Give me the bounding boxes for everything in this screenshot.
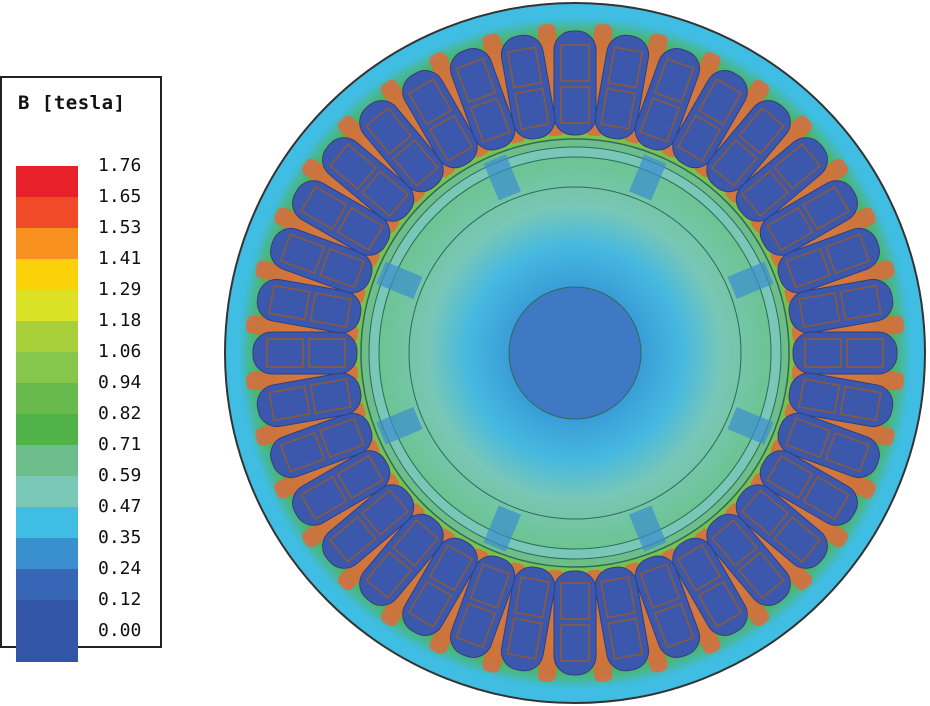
shaft (508, 286, 642, 420)
rotor-pole-gap (727, 261, 774, 300)
stator-slot (594, 566, 650, 672)
legend-swatch (16, 414, 78, 445)
rotor-pole-gap (483, 505, 522, 552)
legend-swatch (16, 538, 78, 569)
rotor-inner-ring (408, 186, 742, 520)
legend-swatch (16, 228, 78, 259)
stator-slot (322, 137, 415, 222)
rotor-pole-gap (483, 154, 522, 201)
legend-swatch (16, 352, 78, 383)
legend-label: 0.12 (98, 589, 142, 610)
legend-label: 0.94 (98, 372, 142, 393)
legend-swatch (16, 197, 78, 228)
legend-label: 0.24 (98, 558, 142, 579)
stator-slot (292, 450, 391, 526)
legend-swatch (16, 631, 78, 662)
stator-slot (359, 100, 444, 193)
legend-labels: 1.76 1.65 1.53 1.41 1.29 1.18 1.06 0.94 0.82 0.71… (98, 155, 162, 654)
motor-flux-density-plot (224, 2, 926, 704)
legend-label: 1.29 (98, 279, 142, 300)
legend-swatch (16, 445, 78, 476)
legend-label: 1.65 (98, 186, 142, 207)
stator-slot (449, 48, 516, 151)
stator-slot (270, 227, 373, 294)
rotor-pole-gap (628, 505, 667, 552)
stator-slot (292, 180, 391, 256)
color-legend: B [tesla] 1.76 1.65 1.53 1.41 1.29 1.18 1.06 0.… (0, 76, 162, 662)
stator-slot (735, 484, 828, 569)
stator-slot (792, 331, 898, 375)
stator-slot (594, 34, 650, 140)
stator-slot (553, 30, 597, 136)
legend-swatch (16, 600, 78, 631)
stator-slot (634, 48, 701, 151)
stator-slot (788, 372, 894, 428)
rotor-pole-gap (376, 261, 423, 300)
stator-slot (672, 537, 748, 636)
rotor-pole-gap (628, 154, 667, 201)
legend-swatch (16, 290, 78, 321)
rotor-pole-gap (727, 406, 774, 445)
stator-slot (256, 278, 362, 334)
stator-slot (706, 513, 791, 606)
stator-slot (402, 537, 478, 636)
stator-slot (634, 555, 701, 658)
legend-label: 1.06 (98, 341, 142, 362)
legend-label: 0.71 (98, 434, 142, 455)
legend-label: 0.00 (98, 620, 142, 641)
legend-swatch (16, 321, 78, 352)
stator-slot (759, 180, 858, 256)
legend-swatches (16, 166, 78, 662)
stator-slot (402, 70, 478, 169)
legend-label: 1.76 (98, 155, 142, 176)
legend-swatch (16, 507, 78, 538)
legend-title: B [tesla] (18, 92, 126, 114)
stator-slot (500, 34, 556, 140)
legend-swatch (16, 166, 78, 197)
stator-slot (359, 513, 444, 606)
legend-label: 1.53 (98, 217, 142, 238)
legend-label: 0.47 (98, 496, 142, 517)
legend-swatch (16, 259, 78, 290)
stator-slot (672, 70, 748, 169)
stator-slot (322, 484, 415, 569)
stator-slot (500, 566, 556, 672)
rotor-pole-gap (376, 406, 423, 445)
legend-label: 1.18 (98, 310, 142, 331)
legend-label: 0.35 (98, 527, 142, 548)
stator-slot (553, 570, 597, 676)
legend-label: 0.82 (98, 403, 142, 424)
stator-slot (449, 555, 516, 658)
legend-label: 0.59 (98, 465, 142, 486)
legend-swatch (16, 476, 78, 507)
stator-slot (788, 278, 894, 334)
stator-slot (777, 227, 880, 294)
stator-slot (759, 450, 858, 526)
stator-slot (270, 412, 373, 479)
stator-slot (706, 100, 791, 193)
stator-slot (735, 137, 828, 222)
stator-slot (777, 412, 880, 479)
legend-swatch (16, 569, 78, 600)
stator-slot (256, 372, 362, 428)
stator-slot (252, 331, 358, 375)
legend-label: 1.41 (98, 248, 142, 269)
legend-swatch (16, 383, 78, 414)
stator-slots (252, 30, 898, 676)
rotor-magnets (376, 154, 774, 552)
